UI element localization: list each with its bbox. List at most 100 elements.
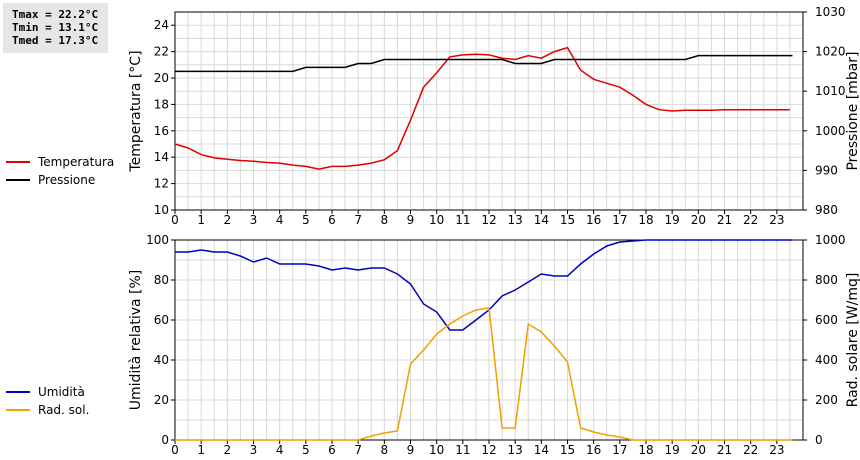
x-tick-label: 3	[250, 443, 258, 457]
y-left-tick-label: 18	[154, 97, 169, 111]
x-tick-label: 4	[276, 213, 284, 227]
x-tick-label: 6	[328, 213, 336, 227]
x-tick-label: 17	[612, 213, 627, 227]
x-tick-label: 13	[508, 443, 523, 457]
legend-swatch-pressione	[6, 179, 30, 181]
y-right-tick-label: 980	[815, 203, 838, 217]
legend-swatch-rad-sol	[6, 409, 30, 411]
y-left-tick-label: 80	[154, 273, 169, 287]
x-tick-label: 5	[302, 443, 310, 457]
x-tick-label: 5	[302, 213, 310, 227]
legend-swatch-umidita	[6, 391, 30, 393]
x-tick-label: 10	[429, 443, 444, 457]
x-tick-label: 18	[638, 443, 653, 457]
legend-label-rad-sol: Rad. sol.	[38, 403, 90, 417]
x-tick-label: 10	[429, 213, 444, 227]
stats-box: Tmax = 22.2°C Tmin = 13.1°C Tmed = 17.3°…	[3, 3, 108, 53]
tmax-label: Tmax = 22.2°C	[12, 8, 99, 21]
y-right-tick-label: 1020	[815, 45, 846, 59]
y-left-tick-label: 0	[161, 433, 169, 447]
x-tick-label: 3	[250, 213, 258, 227]
legend-label-temperatura: Temperatura	[38, 155, 115, 169]
y-left-tick-label: 12	[154, 177, 169, 191]
y-right-tick-label: 800	[815, 273, 838, 287]
y-left-tick-label: 100	[146, 233, 169, 247]
x-tick-label: 1	[197, 443, 205, 457]
legend-label-pressione: Pressione	[38, 173, 96, 187]
y-left-tick-label: 60	[154, 313, 169, 327]
y-left-tick-label: 24	[154, 18, 169, 32]
series-line-umidit-	[175, 239, 793, 331]
y-right-tick-label: 1030	[815, 5, 846, 19]
y-right-tick-label: 1000	[815, 124, 846, 138]
x-tick-label: 11	[455, 213, 470, 227]
x-tick-label: 18	[638, 213, 653, 227]
x-tick-label: 15	[560, 443, 575, 457]
y-right-tick-label: 1010	[815, 84, 846, 98]
y-left-tick-label: 20	[154, 71, 169, 85]
x-tick-label: 9	[407, 213, 415, 227]
y-left-tick-label: 10	[154, 203, 169, 217]
x-tick-label: 12	[481, 443, 496, 457]
x-tick-label: 20	[691, 213, 706, 227]
x-tick-label: 16	[586, 443, 601, 457]
x-tick-label: 0	[171, 213, 179, 227]
legend-item-rad-sol: Rad. sol.	[6, 401, 89, 419]
y-left-tick-label: 14	[154, 150, 169, 164]
x-tick-label: 0	[171, 443, 179, 457]
x-tick-label: 4	[276, 443, 284, 457]
series-line-rad-sol-	[175, 307, 793, 441]
y-right-tick-label: 990	[815, 163, 838, 177]
x-tick-label: 6	[328, 443, 336, 457]
legend-item-temperatura: Temperatura	[6, 153, 114, 171]
tmin-label: Tmin = 13.1°C	[12, 21, 99, 34]
series-line-pressione	[175, 54, 793, 73]
x-tick-label: 19	[665, 213, 680, 227]
x-tick-label: 20	[691, 443, 706, 457]
x-tick-label: 21	[717, 443, 732, 457]
y-right-tick-label: 400	[815, 353, 838, 367]
y-left-axis-label: Temperatura [°C]	[128, 50, 144, 172]
y-left-tick-label: 20	[154, 393, 169, 407]
y-right-tick-label: 0	[815, 433, 823, 447]
legend-label-umidita: Umidità	[38, 385, 85, 399]
y-left-tick-label: 16	[154, 124, 169, 138]
x-tick-label: 11	[455, 443, 470, 457]
legend-bottom: Umidità Rad. sol.	[6, 383, 89, 419]
legend-top: Temperatura Pressione	[6, 153, 114, 189]
x-tick-label: 22	[743, 213, 758, 227]
series-line-temperatura	[174, 46, 790, 170]
x-tick-label: 17	[612, 443, 627, 457]
x-tick-label: 23	[769, 213, 784, 227]
y-right-axis-label: Rad. solare [W/mq]	[845, 273, 860, 408]
legend-item-umidita: Umidità	[6, 383, 89, 401]
legend-item-pressione: Pressione	[6, 171, 114, 189]
x-tick-label: 13	[508, 213, 523, 227]
y-right-tick-label: 1000	[815, 233, 846, 247]
y-left-tick-label: 40	[154, 353, 169, 367]
x-tick-label: 19	[665, 443, 680, 457]
x-tick-label: 2	[224, 213, 232, 227]
x-tick-label: 9	[407, 443, 415, 457]
x-tick-label: 7	[354, 213, 362, 227]
legend-swatch-temperatura	[6, 161, 30, 163]
x-tick-label: 14	[534, 213, 549, 227]
tmed-label: Tmed = 17.3°C	[12, 34, 99, 47]
x-tick-label: 14	[534, 443, 549, 457]
y-right-tick-label: 600	[815, 313, 838, 327]
x-tick-label: 21	[717, 213, 732, 227]
x-tick-label: 15	[560, 213, 575, 227]
x-tick-label: 7	[354, 443, 362, 457]
x-tick-label: 8	[381, 443, 389, 457]
y-right-tick-label: 200	[815, 393, 838, 407]
x-tick-label: 12	[481, 213, 496, 227]
x-tick-label: 1	[197, 213, 205, 227]
x-tick-label: 2	[224, 443, 232, 457]
y-left-axis-label: Umidità relativa [%]	[128, 270, 144, 411]
x-tick-label: 22	[743, 443, 758, 457]
x-tick-label: 16	[586, 213, 601, 227]
y-right-axis-label: Pressione [mbar]	[845, 51, 860, 170]
x-tick-label: 8	[381, 213, 389, 227]
x-tick-label: 23	[769, 443, 784, 457]
